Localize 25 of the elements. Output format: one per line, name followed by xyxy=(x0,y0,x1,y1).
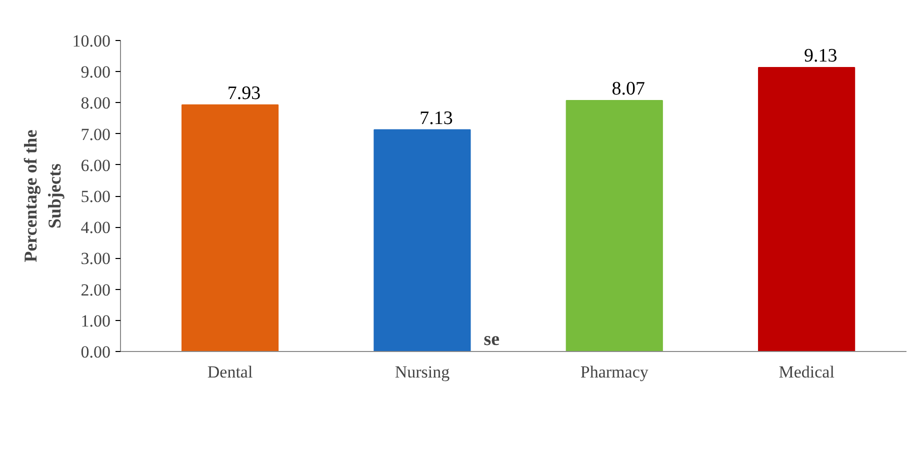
bar xyxy=(566,100,663,352)
y-tick-label: 10.00 xyxy=(72,32,110,50)
bar xyxy=(181,104,279,352)
annotation: se xyxy=(484,328,500,350)
y-tick-label: 8.00 xyxy=(80,94,110,113)
data-label: 8.07 xyxy=(612,78,646,100)
y-tick-label: 4.00 xyxy=(80,218,110,238)
y-tick-label: 3.00 xyxy=(80,249,110,268)
x-tick-label: Pharmacy xyxy=(580,362,649,382)
data-label: 7.13 xyxy=(420,108,453,129)
bar xyxy=(374,129,471,352)
data-label: 7.93 xyxy=(227,82,261,104)
x-tick-label: Dental xyxy=(207,362,253,382)
y-tick-label: 1.00 xyxy=(80,311,110,330)
y-tick-label: 2.00 xyxy=(80,280,110,300)
y-tick-label: 7.00 xyxy=(80,124,110,144)
x-tick-label: Medical xyxy=(778,362,835,382)
data-label: 9.13 xyxy=(804,46,838,67)
bar xyxy=(758,67,856,352)
y-tick-label: 5.00 xyxy=(80,187,110,206)
y-tick-label: 9.00 xyxy=(80,62,110,82)
y-tick-label: 0.00 xyxy=(80,342,110,362)
x-tick-label: Nursing xyxy=(394,362,450,382)
y-tick-label: 6.00 xyxy=(80,156,110,175)
y-axis-title: Percentage of the Subjects xyxy=(20,130,64,262)
